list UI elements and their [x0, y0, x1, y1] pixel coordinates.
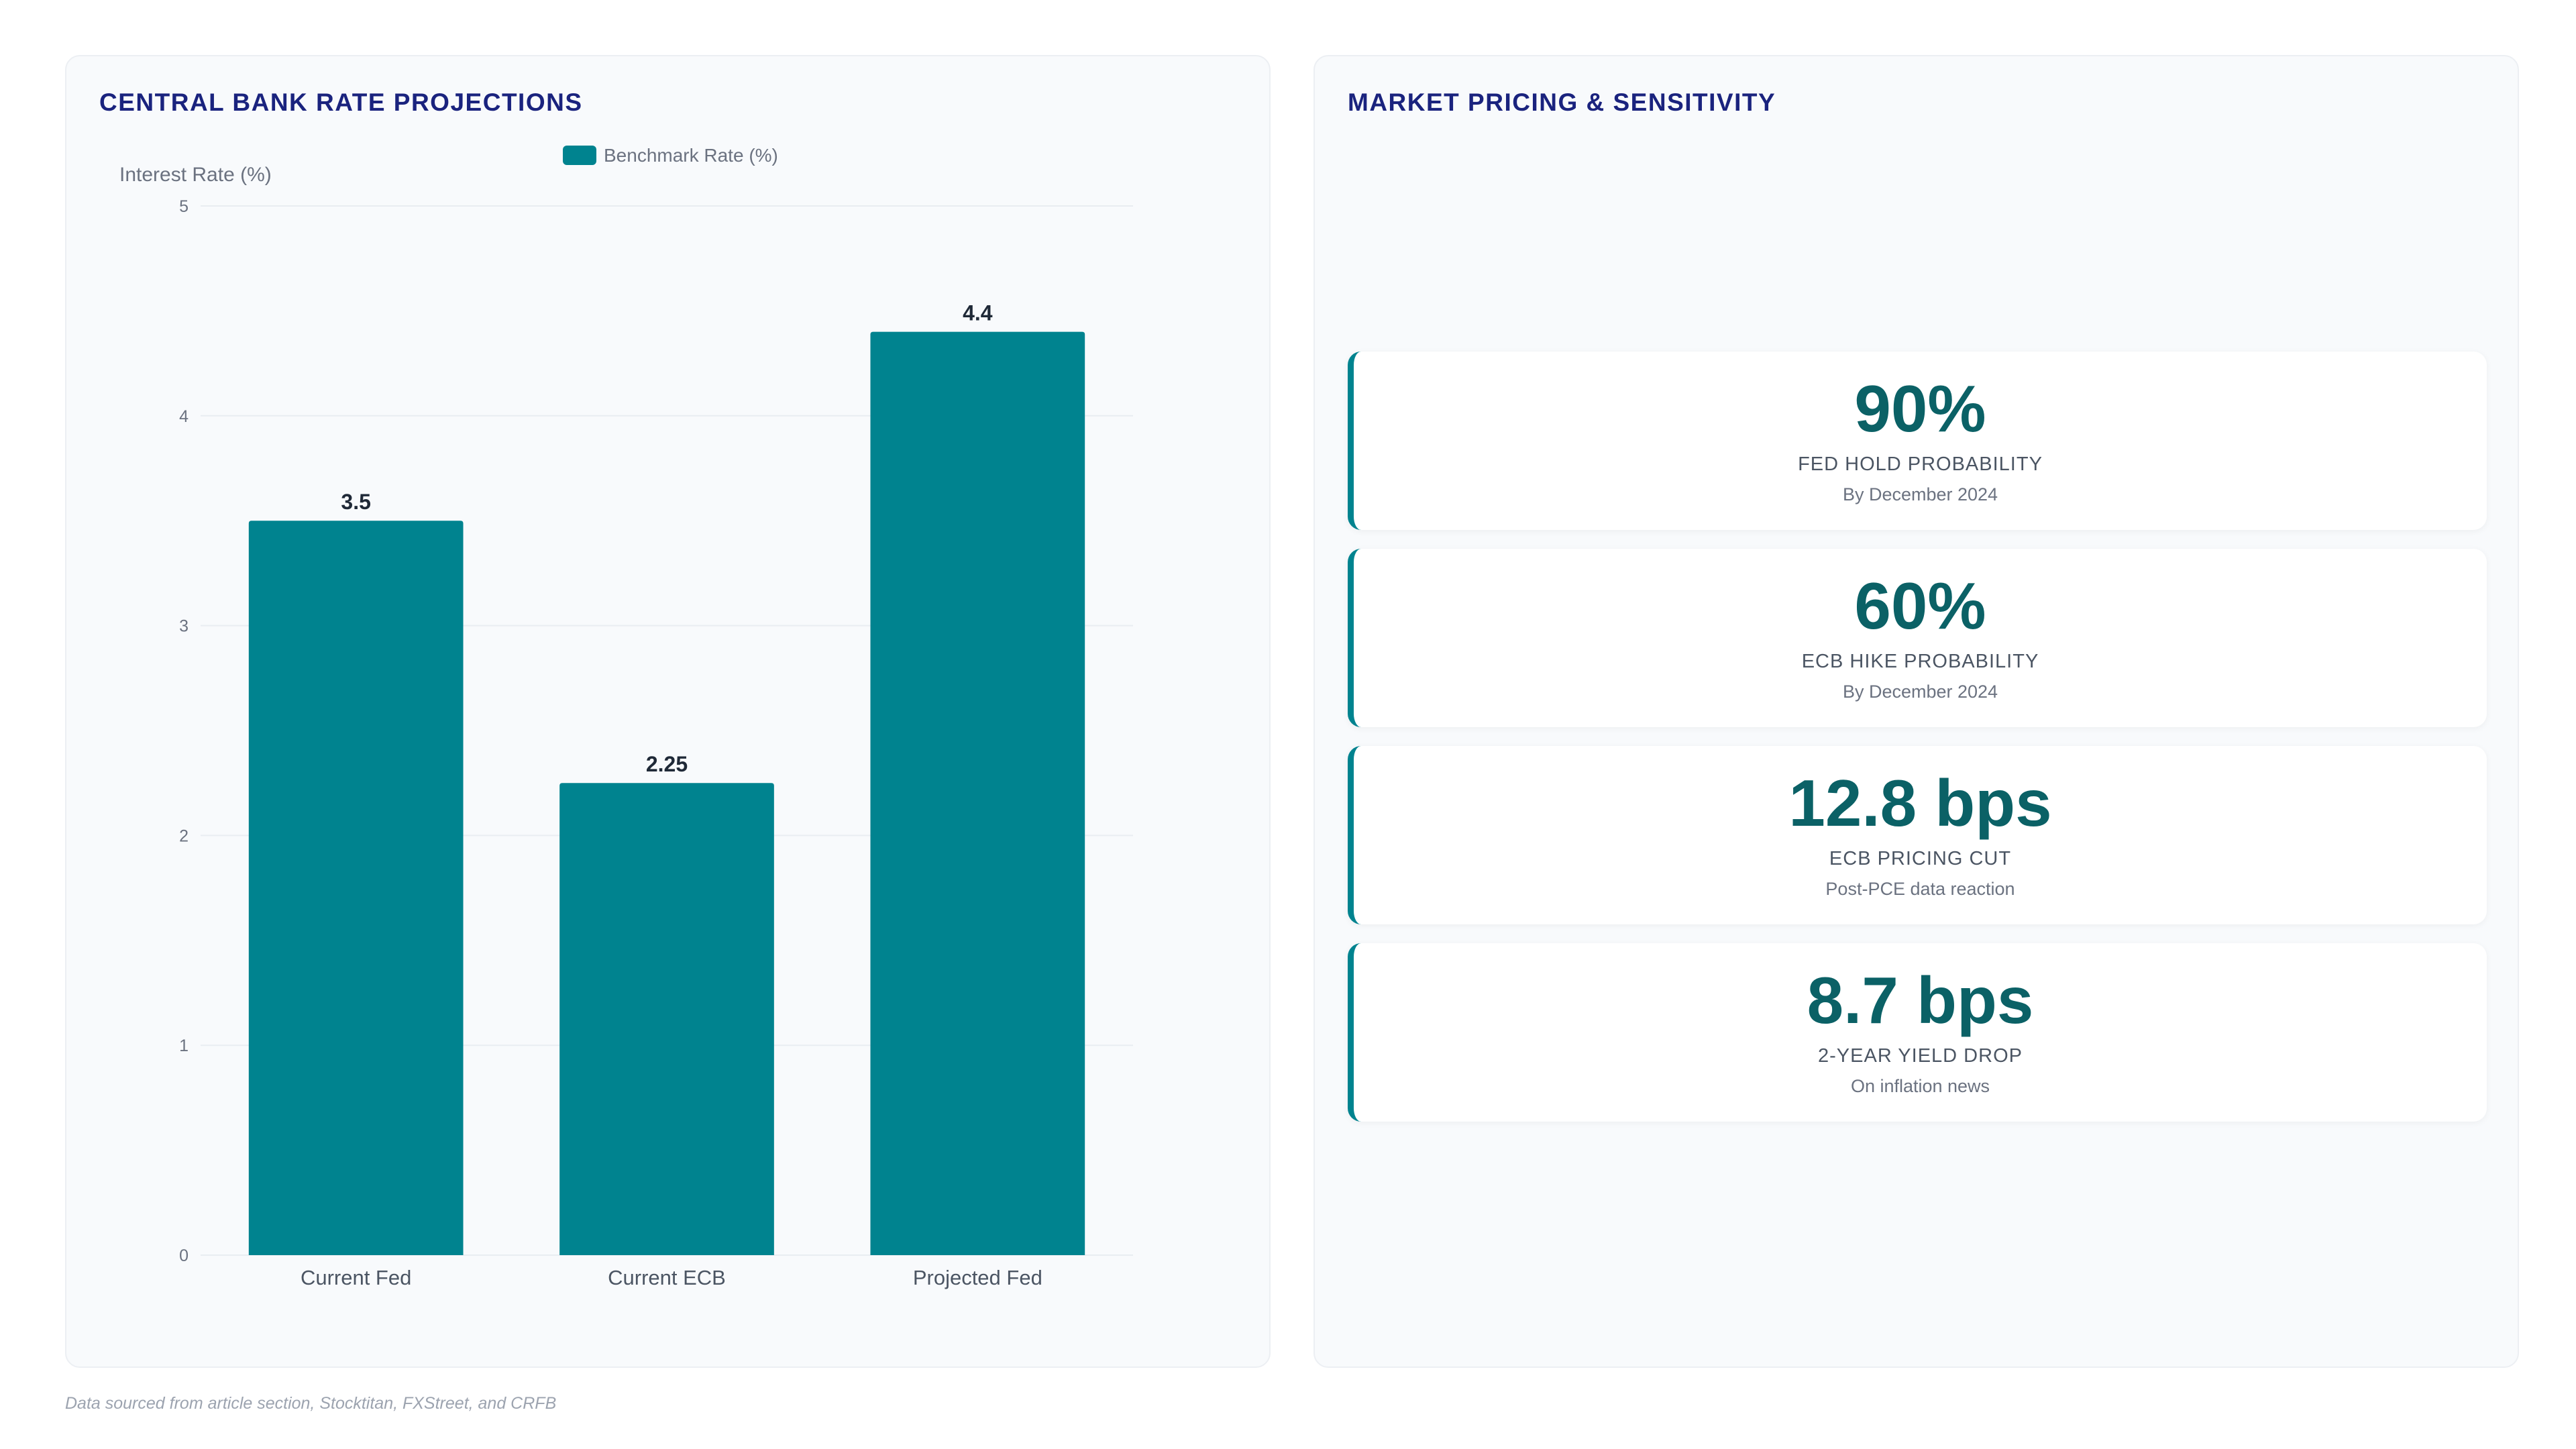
y-tick-label: 4 — [179, 407, 189, 426]
y-tick-label: 3 — [179, 617, 189, 636]
metric-subtitle: Post-PCE data reaction — [1825, 879, 2015, 899]
rate-projections-chart: 0 1 2 3 4 5 Interest Rate (%) Benchmark Rate (%… — [119, 145, 1133, 1289]
metric-label: 2-YEAR YIELD DROP — [1818, 1045, 2023, 1067]
metric-subtitle: By December 2024 — [1842, 484, 1998, 504]
y-tick-label: 0 — [179, 1246, 189, 1265]
legend-label: Benchmark Rate (%) — [604, 145, 778, 166]
metric-card-ecb-hike: 60% ECB HIKE PROBABILITY By December 202… — [1348, 549, 2487, 727]
metric-value: 8.7 bps — [1807, 963, 2034, 1037]
metric-cards: 90% FED HOLD PROBABILITY By December 202… — [1348, 352, 2487, 1140]
metric-label: ECB PRICING CUT — [1829, 848, 2012, 869]
market-pricing-title: MARKET PRICING & SENSITIVITY — [1348, 89, 1776, 116]
x-tick-label: Projected Fed — [913, 1266, 1042, 1289]
metric-card-ecb-cut: 12.8 bps ECB PRICING CUT Post-PCE data r… — [1348, 746, 2487, 924]
bar — [870, 331, 1085, 1256]
metric-subtitle: On inflation news — [1850, 1076, 1990, 1096]
source-footnote: Data sourced from article section, Stock… — [65, 1394, 557, 1413]
y-tick-label: 2 — [179, 826, 189, 845]
metric-label: FED HOLD PROBABILITY — [1798, 453, 2043, 475]
y-tick-label: 5 — [179, 197, 189, 216]
metric-value: 12.8 bps — [1788, 766, 2052, 840]
data-label: 4.4 — [963, 301, 993, 325]
metric-label: ECB HIKE PROBABILITY — [1801, 651, 2039, 672]
metric-card-yield-drop: 8.7 bps 2-YEAR YIELD DROP On inflation n… — [1348, 943, 2487, 1122]
x-tick-label: Current Fed — [301, 1266, 411, 1289]
metric-value: 90% — [1854, 372, 1986, 445]
rate-projections-title: CENTRAL BANK RATE PROJECTIONS — [99, 89, 583, 116]
y-tick-label: 1 — [179, 1036, 189, 1055]
metric-value: 60% — [1854, 569, 1986, 643]
bar — [559, 783, 774, 1255]
x-tick-label: Current ECB — [608, 1266, 726, 1289]
rate-projections-panel: CENTRAL BANK RATE PROJECTIONS 0 1 2 3 4 5 Inte… — [65, 55, 1271, 1368]
metric-subtitle: By December 2024 — [1842, 682, 1998, 702]
data-label: 3.5 — [341, 490, 370, 514]
legend-swatch — [563, 146, 596, 165]
data-label: 2.25 — [646, 752, 688, 776]
market-pricing-panel: MARKET PRICING & SENSITIVITY 90% FED HOL… — [1313, 55, 2519, 1368]
metric-card-fed-hold: 90% FED HOLD PROBABILITY By December 202… — [1348, 352, 2487, 530]
y-axis-label: Interest Rate (%) — [119, 164, 272, 186]
bar — [248, 521, 464, 1256]
